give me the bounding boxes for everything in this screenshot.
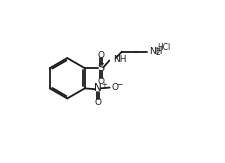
Text: S: S	[97, 63, 104, 73]
Text: −: −	[116, 81, 122, 89]
Text: O: O	[97, 51, 104, 60]
Text: NH: NH	[149, 47, 162, 56]
Text: N: N	[94, 83, 102, 93]
Text: O: O	[94, 98, 101, 107]
Text: +: +	[101, 82, 107, 88]
Text: O: O	[112, 83, 119, 92]
Text: 2: 2	[156, 48, 161, 57]
Text: O: O	[97, 77, 104, 86]
Text: NH: NH	[113, 55, 126, 64]
Text: HCl: HCl	[158, 43, 171, 52]
